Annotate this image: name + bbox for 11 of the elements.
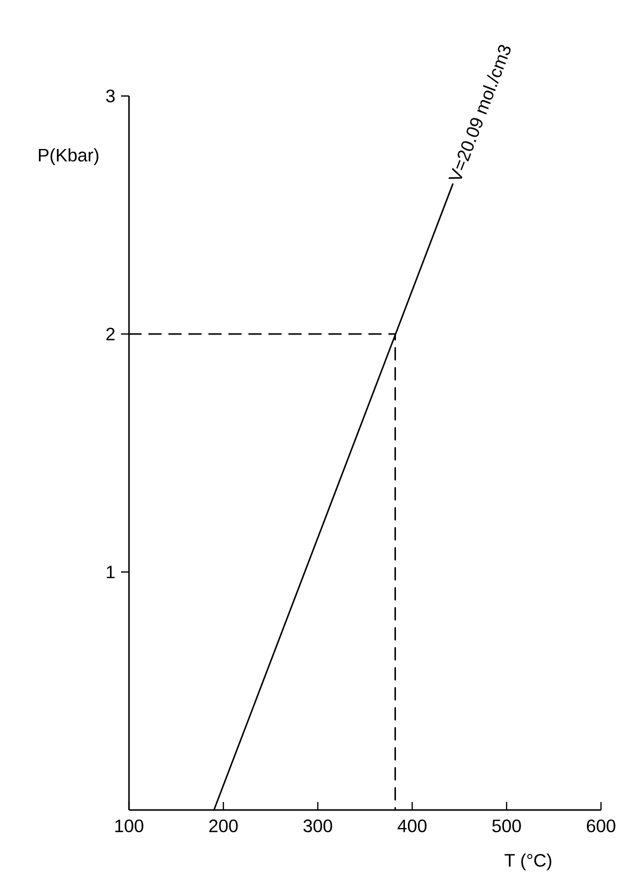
x-axis-title: T (°C) xyxy=(504,854,552,870)
y-axis-title: P(Kbar) xyxy=(38,148,98,166)
x-tick-label: 300 xyxy=(303,820,332,832)
x-tick-label: 400 xyxy=(398,820,427,832)
x-tick-label: 600 xyxy=(586,820,616,832)
y-tick-label: 1 xyxy=(106,566,115,578)
y-tick-label: 2 xyxy=(106,328,115,340)
x-tick-label: 500 xyxy=(492,820,521,832)
x-tick-label: 100 xyxy=(115,820,144,832)
x-tick-label: 200 xyxy=(209,820,238,832)
y-tick-label: 3 xyxy=(106,90,115,102)
